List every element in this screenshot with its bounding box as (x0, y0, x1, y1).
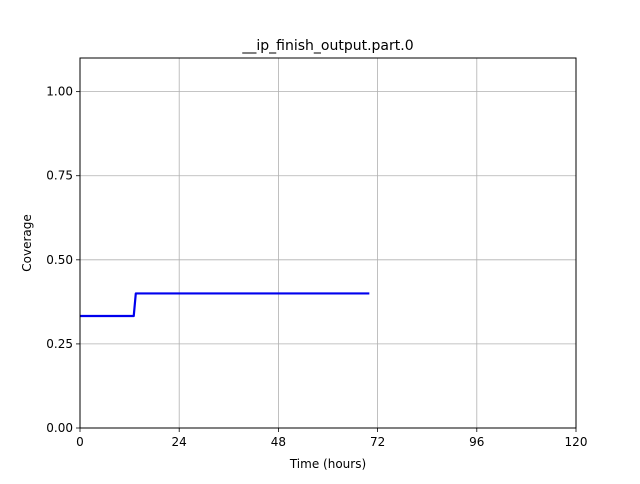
x-tick-label: 24 (172, 435, 187, 449)
y-tick-label: 0.75 (46, 169, 73, 183)
plot-area-frame (79, 57, 577, 429)
y-tick-label: 1.00 (46, 85, 73, 99)
y-tick-label: 0.00 (46, 421, 73, 435)
x-tick-label: 0 (76, 435, 84, 449)
x-tick-label: 72 (370, 435, 385, 449)
y-axis-label: Coverage (20, 214, 34, 272)
axis-ticks: 0 24 48 72 96 120 0.00 0.25 0.50 0.75 1.00 (46, 85, 587, 449)
y-tick-label: 0.50 (46, 253, 73, 267)
x-tick-label: 120 (565, 435, 588, 449)
x-tick-label: 96 (469, 435, 484, 449)
series-layer (80, 292, 370, 318)
x-tick-label: 48 (271, 435, 286, 449)
x-axis-label: Time (hours) (289, 457, 366, 471)
chart-title: __ip_finish_output.part.0 (241, 38, 413, 54)
coverage-series-line (80, 292, 370, 318)
y-tick-label: 0.25 (46, 337, 73, 351)
